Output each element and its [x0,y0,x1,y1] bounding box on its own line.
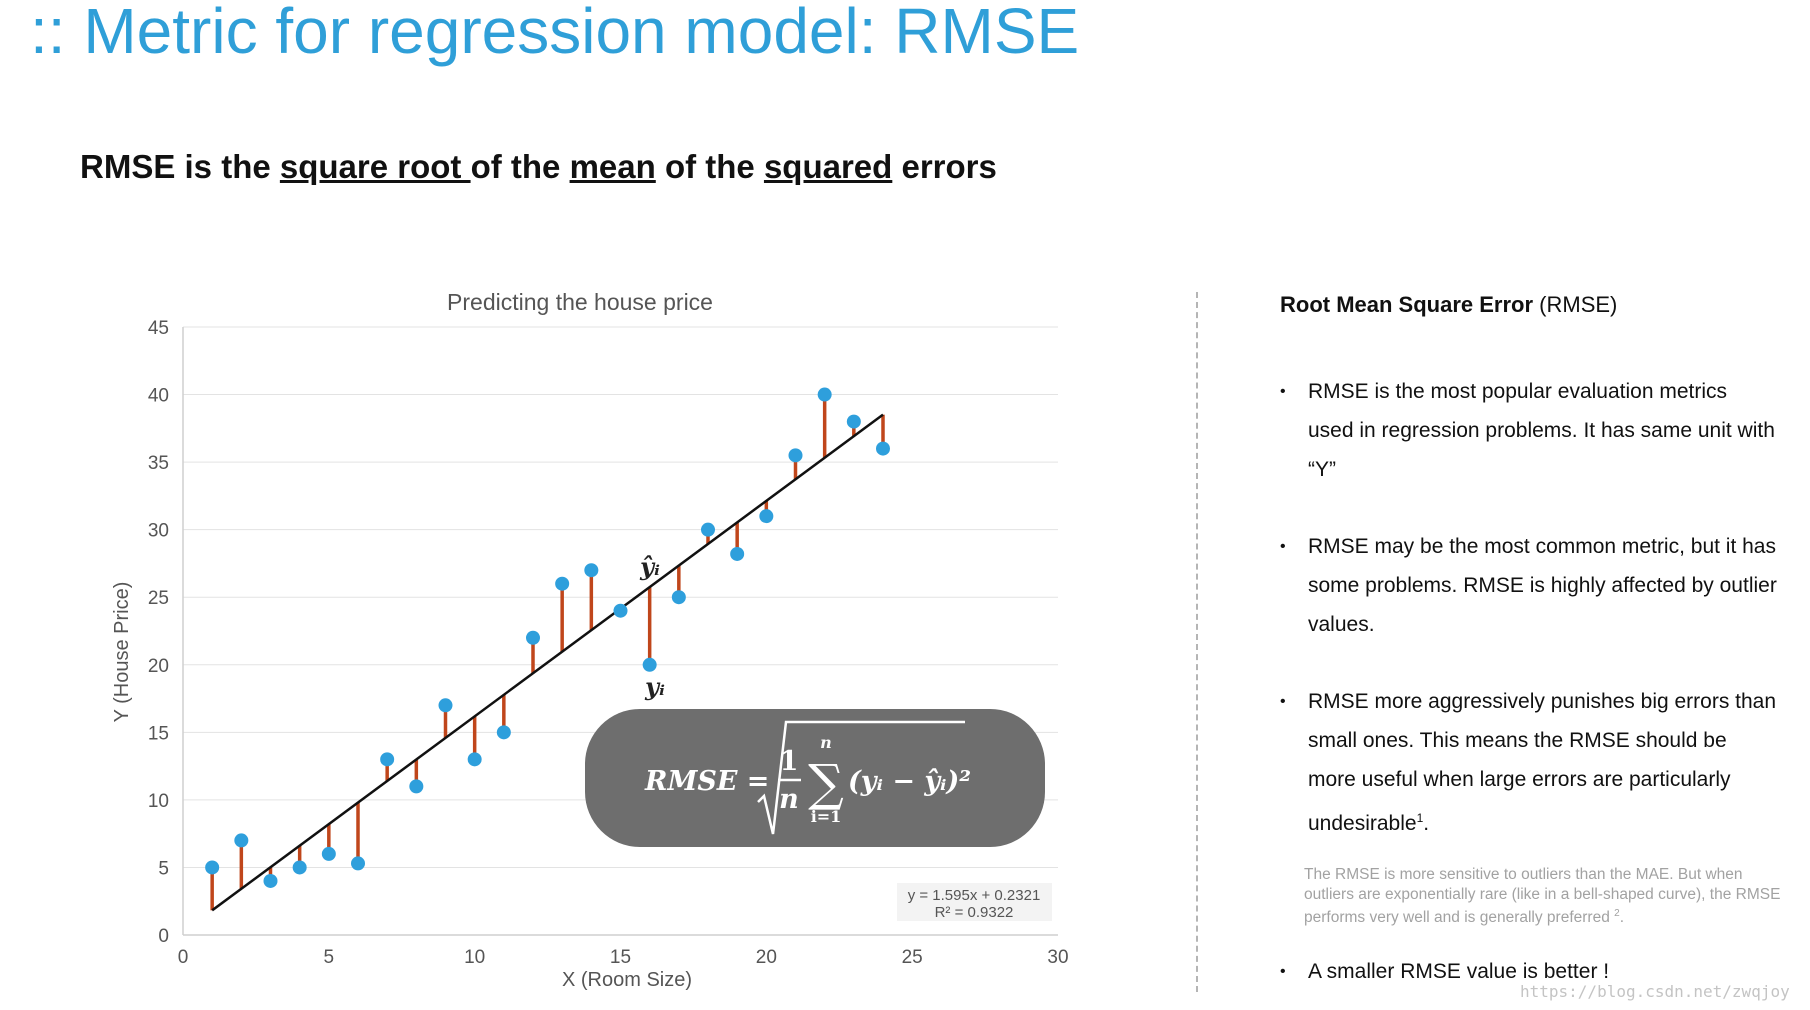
bullet-text-tail: . [1423,812,1430,835]
data-point [496,725,511,740]
scatter-chart: 0 5 10 15 20 25 30 35 40 45 0 5 10 15 20 25 30 Predictin… [111,289,1069,991]
trendline [211,413,884,912]
subtitle-part4: errors [892,148,997,185]
bullet-item: • RMSE more aggressively punishes big er… [1280,682,1780,843]
y-hat-label: ŷᵢ [639,552,660,581]
data-point [205,860,220,875]
chart-axes [182,327,1058,936]
x-tick-label: 25 [902,947,923,968]
bullet-item: • RMSE is the most popular evaluation me… [1280,372,1780,489]
side-heading-rest: (RMSE) [1533,292,1618,317]
side-heading-bold: Root Mean Square Error [1280,292,1534,317]
x-tick-label: 10 [464,947,485,968]
tick-labels: 0 5 10 15 20 25 30 35 40 45 0 5 10 15 20 25 30 [148,318,1069,968]
side-heading: Root Mean Square Error (RMSE) [1280,292,1790,318]
x-tick-label: 30 [1047,947,1068,968]
y-axis-label: Y (House Price) [111,582,133,723]
formula-denominator: n [779,784,799,815]
subtitle-part1: RMSE is the [80,148,280,185]
side-panel: Root Mean Square Error (RMSE) • RMSE is … [1280,292,1790,983]
footnote-marker: 1 [1416,811,1424,825]
note-text: The RMSE is more sensitive to outliers t… [1304,866,1781,927]
footnote-note: The RMSE is more sensitive to outliers t… [1304,865,1794,928]
chart-title: Predicting the house price [447,289,713,315]
bullet-dot: • [1280,963,1286,980]
data-point [584,563,599,578]
sum-lower: i=1 [811,807,842,826]
data-point [380,752,395,767]
sigma-symbol: ∑ [808,754,844,812]
y-tick-label: 5 [158,858,169,879]
data-point [701,522,715,537]
watermark: https://blog.csdn.net/zwqjoy [1520,982,1790,1001]
slide-subtitle: RMSE is the square root of the mean of t… [80,148,997,186]
data-points [205,387,890,888]
x-tick-label: 5 [324,947,335,968]
subtitle-squared: squared [763,148,893,185]
y-tick-label: 0 [158,926,169,947]
sum-upper: n [820,733,832,752]
note-footnote-marker: 2 [1614,908,1620,919]
bullet-text: RMSE more aggressively punishes big erro… [1308,682,1778,843]
data-point [234,833,249,848]
x-tick-label: 15 [610,947,631,968]
bullet-item: • RMSE may be the most common metric, bu… [1280,527,1780,644]
formula-lhs: RMSE = [644,766,769,797]
y-tick-label: 30 [148,521,169,542]
bullet-item: • A smaller RMSE value is better ! [1280,952,1780,991]
data-point [730,546,745,561]
trendline-group [211,413,884,912]
bullet-dot: • [1280,383,1286,400]
data-point [876,441,890,456]
note-tail: . [1619,909,1625,927]
data-point [321,846,336,861]
trendline-r-squared: R² = 0.9322 [935,904,1014,921]
y-tick-label: 40 [148,386,169,407]
subtitle-square-root: square root [279,148,471,185]
bullet-dot: • [1280,538,1286,555]
data-point [351,856,365,871]
data-point [759,509,774,524]
data-point [846,414,861,429]
data-point [788,448,803,463]
data-point [438,698,453,713]
data-point [409,779,424,794]
data-point [613,603,628,618]
bullet-text-main: RMSE more aggressively punishes big erro… [1308,690,1777,835]
x-tick-label: 20 [756,947,777,968]
formula-body: (yᵢ − ŷᵢ)² [848,766,971,797]
data-point [467,752,482,767]
subtitle-mean: mean [569,148,656,185]
data-point [671,590,686,605]
data-point [526,630,540,645]
x-tick-label: 0 [178,947,189,968]
trendline-equation: y = 1.595x + 0.2321 [908,887,1041,904]
data-point [817,387,832,402]
panel-divider [1196,292,1198,992]
formula-numerator: 1 [780,746,799,777]
y-tick-label: 10 [148,791,169,812]
y-tick-label: 45 [148,318,169,339]
y-label-point: yᵢ [644,672,665,701]
residual-lines [210,394,885,911]
trendline-equation-box: y = 1.595x + 0.2321 R² = 0.9322 [897,883,1052,921]
subtitle-part3: of the [655,148,764,185]
y-tick-label: 20 [148,656,169,677]
sqrt-sign [757,720,965,835]
data-point [642,657,657,672]
slide-title: :: Metric for regression model: RMSE [30,0,1080,67]
x-axis-label: X (Room Size) [562,969,692,991]
y-tick-label: 15 [148,723,169,744]
bullet-text: RMSE is the most popular evaluation metr… [1308,380,1775,481]
data-point [292,860,307,875]
rmse-formula-card: RMSE = 1 n n ∑ i=1 (yᵢ − ŷᵢ)² [585,709,1045,847]
data-point [555,576,570,591]
y-tick-label: 35 [148,453,169,474]
bullet-text: A smaller RMSE value is better ! [1308,960,1610,983]
bullet-dot: • [1280,693,1286,710]
y-tick-label: 25 [148,588,169,609]
subtitle-part2: of the [470,148,570,185]
data-point [263,873,278,888]
bullet-text: RMSE may be the most common metric, but … [1308,535,1777,636]
